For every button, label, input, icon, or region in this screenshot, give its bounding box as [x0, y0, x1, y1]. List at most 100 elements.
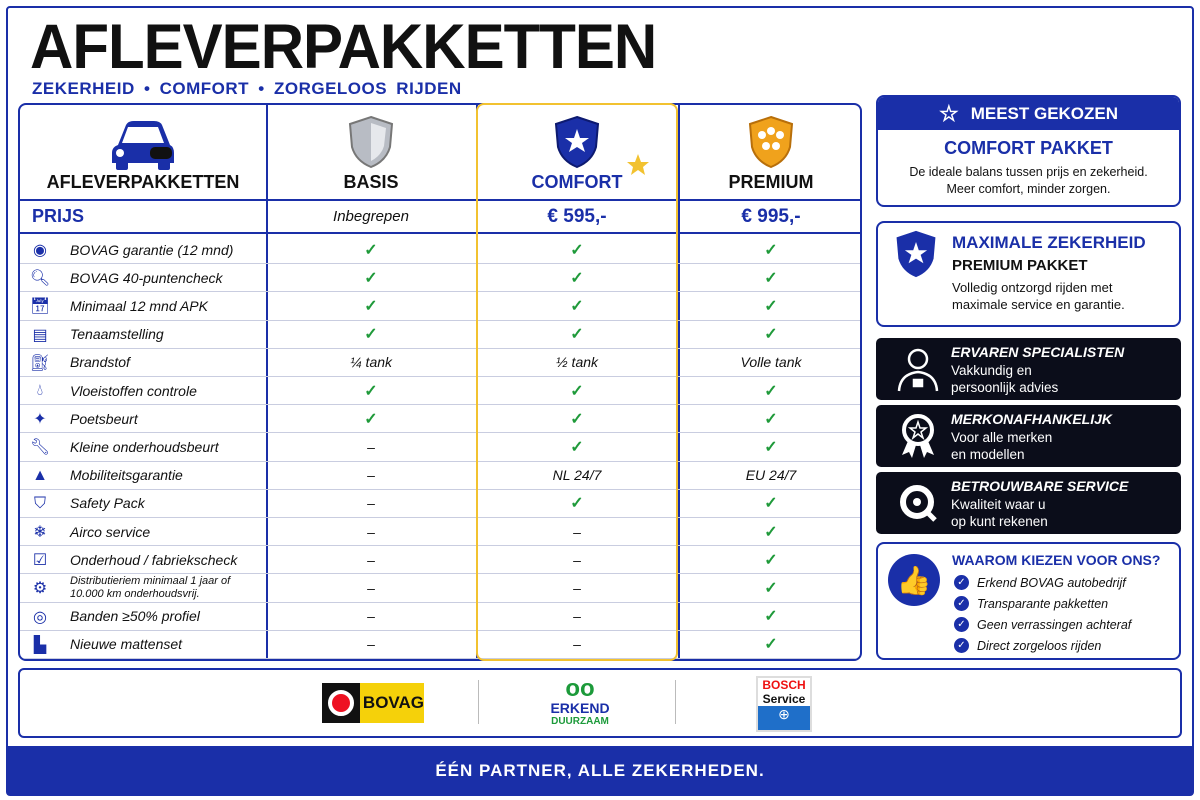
blue-shield-star-icon	[896, 230, 936, 278]
feature-specialists: ERVAREN SPECIALISTEN Vakkundig en persoon…	[876, 338, 1181, 400]
premium-text-1: Volledig ontzorgd rijden met	[952, 280, 1113, 295]
gold-shield-stars-icon	[748, 115, 794, 169]
bovag-logo: BOVAG	[322, 683, 424, 723]
column-comfort: COMFORT	[476, 105, 678, 199]
why-us-panel: 👍 WAAROM KIEZEN VOOR ONS? ✓ Erkend BOVAG …	[876, 542, 1181, 660]
bovag-logo-text: BOVAG	[362, 693, 424, 712]
table-row: ⛽︎ Brandstof ¼ tank ½ tank Volle tank	[20, 349, 860, 377]
popular-text-1: De ideale balans tussen prijs en zekerhe…	[909, 165, 1148, 179]
row-label: Mobiliteitsgarantie	[70, 467, 183, 484]
table-row: ❄ Airco service – – ✓	[20, 518, 860, 547]
check-icon: ✓	[570, 269, 584, 287]
check-icon: ✓	[764, 495, 778, 513]
row-label: Minimaal 12 mnd APK	[70, 297, 208, 314]
why-item: ✓ Transparante pakketten	[954, 593, 1131, 614]
popular-text-2: Meer comfort, minder zorgen.	[946, 182, 1111, 196]
row-label: Onderhoud / fabriekscheck	[70, 551, 238, 568]
table-row: ✦ Poetsbeurt ✓ ✓ ✓	[20, 405, 860, 434]
thumbs-up-icon: 👍	[888, 554, 940, 606]
erkend-text: ERKEND	[550, 700, 610, 716]
column-label-premium: PREMIUM	[728, 172, 814, 192]
page-subtitle: ZEKERHEID • COMFORT • ZORGELOOS RIJDEN	[32, 79, 462, 98]
row-label: Airco service	[70, 523, 151, 540]
table-row: ▙ Nieuwe mattenset – – ✓	[20, 631, 860, 659]
clipboard-icon: ☑	[32, 552, 48, 570]
feature-title: ERVAREN SPECIALISTEN	[951, 344, 1125, 360]
why-item: ✓ Direct zorgeloos rijden	[954, 635, 1131, 656]
most-chosen-panel: ☆ MEEST GEKOZEN COMFORT PAKKET De ideale…	[876, 95, 1181, 207]
most-chosen-badge: MEEST GEKOZEN	[970, 103, 1119, 123]
check-icon: ✓	[764, 579, 778, 597]
check-icon: ✓	[570, 495, 584, 513]
header-label: AFLEVERPAKKETTEN	[46, 172, 240, 192]
row-label: Tenaamstelling	[70, 326, 164, 343]
row-label: Safety Pack	[70, 495, 145, 512]
row-value: –	[367, 551, 375, 568]
footer-banner: ÉÉN PARTNER, ALLE ZEKERHEDEN.	[8, 746, 1192, 794]
document-icon: ▤	[32, 326, 48, 344]
check-icon: ✓	[364, 269, 378, 287]
table-row: ◎ Banden ≥50% profiel – – ✓	[20, 603, 860, 631]
partner-logos: BOVAG oo ERKEND DUURZAAM BOSCH Service ⊕	[18, 668, 1182, 738]
row-label: Banden ≥50% profiel	[70, 608, 200, 625]
check-icon: ✓	[764, 241, 778, 259]
wrench-icon: 🔧︎	[29, 439, 51, 457]
row-value: –	[573, 579, 581, 596]
sparkle-icon: ✦	[33, 411, 47, 429]
price-label: PRIJS	[32, 206, 85, 226]
table-row: 🔧︎ Kleine onderhoudsbeurt – ✓ ✓	[20, 433, 860, 462]
row-label: Poetsbeurt	[70, 410, 138, 427]
feature-line: en modellen	[951, 447, 1025, 462]
table-row: ▲ Mobiliteitsgarantie – NL 24/7 EU 24/7	[20, 462, 860, 490]
why-title: WAAROM KIEZEN VOOR ONS?	[952, 552, 1161, 568]
check-circle-icon: ✓	[954, 617, 969, 632]
check-icon: ✓	[364, 241, 378, 259]
feature-line: op kunt rekenen	[951, 514, 1048, 529]
row-value: –	[573, 551, 581, 568]
premium-subtitle: PREMIUM PAKKET	[952, 257, 1088, 274]
why-item: ✓ Erkend BOVAG autobedrijf	[954, 572, 1131, 593]
shield-icon: ⛉	[33, 494, 46, 512]
table-row: 🔍︎ BOVAG 40-puntencheck ✓ ✓ ✓	[20, 264, 860, 293]
table-row: ◉ BOVAG garantie (12 mnd) ✓ ✓ ✓	[20, 236, 860, 265]
bosch-service-logo: BOSCH Service ⊕	[756, 676, 812, 732]
price-row: PRIJS Inbegrepen € 595,- € 995,-	[20, 199, 860, 234]
row-value: –	[573, 636, 581, 653]
check-icon: ✓	[764, 438, 778, 456]
quality-search-icon	[900, 485, 937, 522]
why-item-text: Direct zorgeloos rijden	[977, 638, 1102, 653]
drop-icon: 💧︎	[36, 382, 44, 399]
car-icon	[112, 121, 174, 170]
feature-brand-independent: MERKONAFHANKELIJK Voor alle merken en mod…	[876, 405, 1181, 467]
row-value: –	[367, 495, 375, 512]
check-icon: ✓	[570, 297, 584, 315]
silver-shield-icon	[348, 115, 394, 169]
row-value: ½ tank	[555, 354, 599, 371]
row-label: BOVAG garantie (12 mnd)	[70, 241, 234, 258]
row-value: ¼ tank	[349, 354, 393, 371]
row-value: –	[573, 608, 581, 625]
service-text: Service	[758, 692, 810, 706]
tire-icon: ◎	[33, 608, 47, 626]
premium-panel: MAXIMALE ZEKERHEID PREMIUM PAKKET Volled…	[876, 221, 1181, 327]
check-icon: ✓	[570, 241, 584, 259]
table-row: 💧︎ Vloeistoffen controle ✓ ✓ ✓	[20, 377, 860, 406]
gear-icon: ⚙	[32, 580, 48, 598]
check-icon: ✓	[764, 326, 778, 344]
check-icon: ✓	[570, 326, 584, 344]
mechanic-icon	[897, 348, 939, 392]
row-value: –	[367, 523, 375, 540]
check-icon: ✓	[764, 523, 778, 541]
check-icon: ✓	[764, 636, 778, 654]
row-value: NL 24/7	[552, 467, 602, 484]
why-item-text: Erkend BOVAG autobedrijf	[977, 575, 1126, 590]
column-basis: BASIS	[266, 105, 476, 199]
check-icon: ✓	[364, 382, 378, 400]
row-value: –	[367, 438, 375, 455]
check-icon: ✓	[364, 410, 378, 428]
bosch-text: BOSCH	[758, 678, 810, 692]
table-row: ⛉ Safety Pack – ✓ ✓	[20, 490, 860, 518]
why-item: ✓ Geen verrassingen achteraf	[954, 614, 1131, 635]
row-value: –	[367, 608, 375, 625]
row-label: Nieuwe mattenset	[70, 636, 183, 653]
